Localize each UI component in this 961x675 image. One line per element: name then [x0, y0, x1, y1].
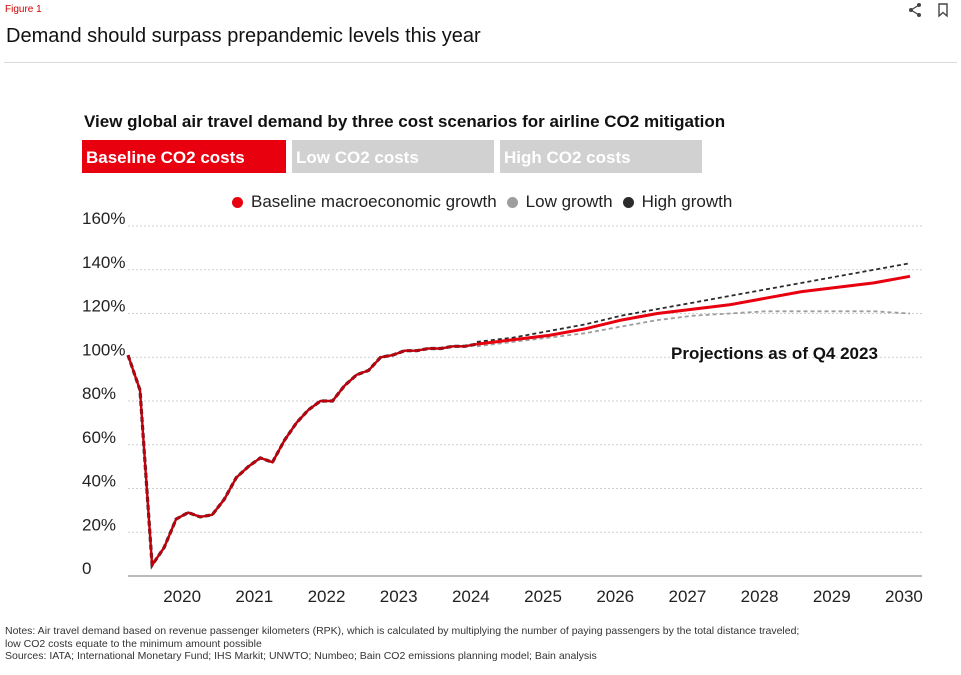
series-line-low-growth [476, 310, 911, 348]
series-line-high-growth [476, 262, 911, 343]
x-tick-label: 2027 [668, 587, 706, 606]
x-tick-label: 2026 [596, 587, 634, 606]
page-title: Demand should surpass prepandemic levels… [6, 25, 481, 47]
x-tick-label: 2029 [813, 587, 851, 606]
legend-dot-baseline [232, 196, 243, 208]
title-divider [4, 62, 957, 63]
legend-label-high: High growth [641, 192, 733, 211]
y-tick-label: 80% [82, 384, 116, 403]
tab-baseline-co2-costs[interactable]: Baseline CO2 costs [82, 140, 286, 173]
legend-dot-low [506, 196, 518, 208]
share-icon[interactable] [907, 2, 923, 18]
figure-label: Figure 1 [5, 4, 42, 15]
notes-line-1: Notes: Air travel demand based on revenu… [5, 625, 800, 637]
tab-high-co2-costs[interactable]: High CO2 costs [500, 140, 702, 173]
x-tick-label: 2025 [524, 587, 562, 606]
scenario-tabs: Baseline CO2 costs Low CO2 costs High CO… [82, 140, 702, 173]
y-tick-label: 0 [82, 559, 91, 578]
y-tick-label: 40% [82, 472, 116, 491]
y-tick-label: 160% [82, 209, 125, 228]
bookmark-icon[interactable] [935, 2, 951, 18]
legend-item-baseline[interactable]: Baseline macroeconomic growth [232, 192, 497, 212]
legend-label-low: Low growth [525, 192, 613, 211]
notes-line-3: Sources: IATA; International Monetary Fu… [5, 650, 597, 662]
y-tick-label: 60% [82, 428, 116, 447]
tab-low-co2-costs[interactable]: Low CO2 costs [292, 140, 494, 173]
x-tick-label: 2021 [235, 587, 273, 606]
chart-notes: Notes: Air travel demand based on revenu… [5, 625, 799, 663]
x-tick-label: 2023 [380, 587, 418, 606]
legend-label-baseline: Baseline macroeconomic growth [251, 192, 497, 211]
x-tick-label: 2028 [741, 587, 779, 606]
legend-item-low[interactable]: Low growth [506, 192, 613, 212]
history-line [126, 342, 478, 569]
y-tick-label: 100% [82, 340, 125, 359]
header-actions [907, 2, 951, 18]
series-line-baseline [476, 274, 911, 346]
x-tick-label: 2030 [885, 587, 923, 606]
y-tick-label: 140% [82, 253, 125, 272]
legend-item-high[interactable]: High growth [622, 192, 733, 212]
y-tick-label: 20% [82, 515, 116, 534]
notes-line-2: low CO2 costs equate to the minimum amou… [5, 637, 262, 650]
chart-heading: View global air travel demand by three c… [84, 112, 726, 131]
y-tick-label: 120% [82, 297, 125, 316]
line-chart: 0 20% 40% 60% 80% 100% 120% 140% 160% 2020 2021 202… [82, 209, 923, 606]
x-tick-label: 2020 [163, 587, 201, 606]
x-tick-label: 2022 [308, 587, 346, 606]
chart-legend: Baseline macroeconomic growth Low growth… [232, 192, 732, 212]
legend-dot-high [622, 196, 634, 208]
x-tick-label: 2024 [452, 587, 490, 606]
projection-annotation: Projections as of Q4 2023 [671, 344, 878, 363]
